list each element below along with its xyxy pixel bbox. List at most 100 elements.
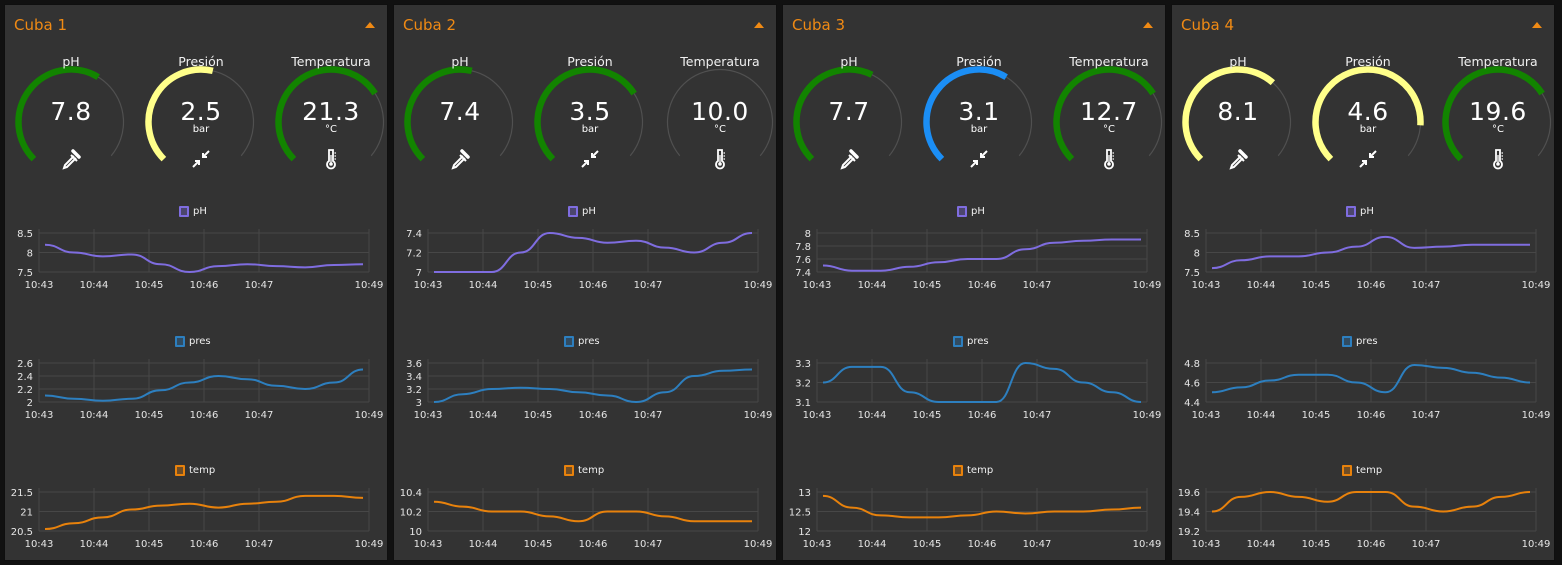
collapse-icon[interactable] <box>1143 22 1153 28</box>
gauge-value: 2.5 <box>180 97 222 126</box>
legend-swatch <box>1342 336 1352 347</box>
gauge-ph: pH 7.7 <box>789 51 909 181</box>
legend-swatch <box>564 465 574 476</box>
gauge-arc <box>1182 66 1292 162</box>
x-tick-label: 10:47 <box>1412 539 1441 550</box>
chart-ph: pH 8.5 8 7.5 10:43 10:44 10:45 10:46 10:47 10:49 <box>5 205 389 300</box>
gauge-arc <box>145 66 255 162</box>
gauge-label: Temperatura <box>1458 54 1538 69</box>
gauge-ph: pH 7.4 <box>400 51 520 181</box>
compress-arrows-icon <box>578 147 602 171</box>
legend-swatch <box>957 206 967 217</box>
x-tick-label: 10:49 <box>1133 410 1162 421</box>
thermometer-icon <box>708 147 732 171</box>
thermometer-icon <box>319 147 343 171</box>
gauge-unit: °C <box>1492 124 1504 135</box>
gauge-temperature: Temperatura 12.7 °C <box>1049 51 1169 181</box>
y-tick-label: 3.2 <box>406 385 422 396</box>
gauge-fill <box>275 66 378 162</box>
gauge-unit: bar <box>192 124 210 135</box>
gauge-arc <box>15 66 125 162</box>
chart-legend: temp <box>5 464 389 480</box>
x-tick-label: 10:49 <box>355 539 384 550</box>
panel-header[interactable]: Cuba 1 <box>5 5 387 45</box>
legend-swatch <box>953 465 963 476</box>
gauge-label: Temperatura <box>680 54 760 69</box>
chart-plot: 21.5 21 20.510:43 10:44 10:45 10:46 10:47 10:49 <box>11 488 384 550</box>
y-tick-label: 10.2 <box>400 508 422 519</box>
x-tick-label: 10:46 <box>1357 410 1386 421</box>
x-tick-label: 10:43 <box>1192 280 1221 291</box>
gauge-unit: bar <box>970 124 988 135</box>
y-tick-label: 4.4 <box>1184 398 1200 409</box>
x-tick-label: 10:44 <box>469 410 498 421</box>
x-tick-label: 10:46 <box>968 539 997 550</box>
gauge-label: pH <box>840 54 858 69</box>
x-tick-label: 10:45 <box>1302 410 1331 421</box>
x-tick-label: 10:45 <box>1302 539 1331 550</box>
legend-label: pres <box>967 336 989 347</box>
x-tick-label: 10:47 <box>1023 539 1052 550</box>
chart-temperature: temp 10.4 10.2 10 10:43 10:44 10:45 10:46 10:47 1… <box>394 464 778 559</box>
chart-pressure: pres 3.6 3.4 3.2 3 10:43 10:44 10:45 10:46 10:47 1… <box>394 335 778 430</box>
x-tick-label: 10:45 <box>524 410 553 421</box>
x-tick-label: 10:43 <box>1192 539 1221 550</box>
panel-cuba-4: Cuba 4 pH 8.1 Presión 4.6 bar Temperatura 19.6 °… <box>1171 4 1555 561</box>
x-tick-label: 10:44 <box>858 410 887 421</box>
gauge-label: Presión <box>956 54 1002 69</box>
x-tick-label: 10:47 <box>634 410 663 421</box>
y-tick-label: 7.4 <box>795 268 811 279</box>
gauge-arc <box>534 66 644 162</box>
x-tick-label: 10:44 <box>469 539 498 550</box>
chart-legend: temp <box>783 464 1167 480</box>
legend-swatch <box>175 336 185 347</box>
dropper-icon <box>59 147 83 171</box>
panel-header[interactable]: Cuba 3 <box>783 5 1165 45</box>
y-tick-label: 7.4 <box>406 229 422 240</box>
gauge-pressure: Presión 2.5 bar <box>141 51 261 181</box>
series-line <box>44 494 364 531</box>
gauge-pressure: Presión 4.6 bar <box>1308 51 1428 181</box>
collapse-icon[interactable] <box>754 22 764 28</box>
legend-label: pH <box>193 206 207 217</box>
x-tick-label: 10:43 <box>1192 410 1221 421</box>
y-tick-label: 3.6 <box>406 359 422 370</box>
gauge-fill <box>145 66 214 162</box>
x-tick-label: 10:43 <box>414 410 443 421</box>
x-tick-label: 10:47 <box>245 410 274 421</box>
series-line <box>1211 235 1530 270</box>
gauge-ph: pH 8.1 <box>1178 51 1298 181</box>
panel-header[interactable]: Cuba 2 <box>394 5 776 45</box>
legend-swatch <box>564 336 574 347</box>
compress-arrows-icon <box>1356 147 1380 171</box>
y-tick-label: 7.2 <box>406 249 422 260</box>
x-tick-label: 10:47 <box>245 539 274 550</box>
chart-plot: 3.6 3.4 3.2 310:43 10:44 10:45 10:46 10:47 10:49 <box>406 359 772 421</box>
legend-label: temp <box>967 465 994 476</box>
x-tick-label: 10:45 <box>913 280 942 291</box>
panel-header[interactable]: Cuba 4 <box>1172 5 1554 45</box>
y-tick-label: 3.2 <box>795 379 811 390</box>
y-tick-label: 10 <box>409 527 422 538</box>
chart-plot: 7.4 7.2 710:43 10:44 10:45 10:46 10:47 10:49 <box>406 229 772 291</box>
collapse-icon[interactable] <box>1532 22 1542 28</box>
y-tick-label: 12.5 <box>789 508 811 519</box>
compress-arrows-icon <box>967 147 991 171</box>
chart-plot: 2.6 2.4 2.2 210:43 10:44 10:45 10:46 10:47 10:49 <box>17 359 383 421</box>
gauge-label: Presión <box>178 54 224 69</box>
gauge-arc <box>793 66 903 162</box>
x-tick-label: 10:46 <box>1357 280 1386 291</box>
gauge-temperature: Temperatura 10.0 °C <box>660 51 780 181</box>
y-tick-label: 13 <box>798 488 811 499</box>
y-tick-label: 2 <box>27 398 33 409</box>
legend-label: pH <box>582 206 596 217</box>
legend-label: temp <box>578 465 605 476</box>
y-tick-label: 12 <box>798 527 811 538</box>
chart-legend: temp <box>394 464 778 480</box>
x-tick-label: 10:45 <box>524 280 553 291</box>
gauge-pressure: Presión 3.5 bar <box>530 51 650 181</box>
collapse-icon[interactable] <box>365 22 375 28</box>
gauge-fill <box>793 66 874 162</box>
chart-plot: 19.6 19.4 19.210:43 10:44 10:45 10:46 10:47 10:… <box>1178 488 1550 550</box>
